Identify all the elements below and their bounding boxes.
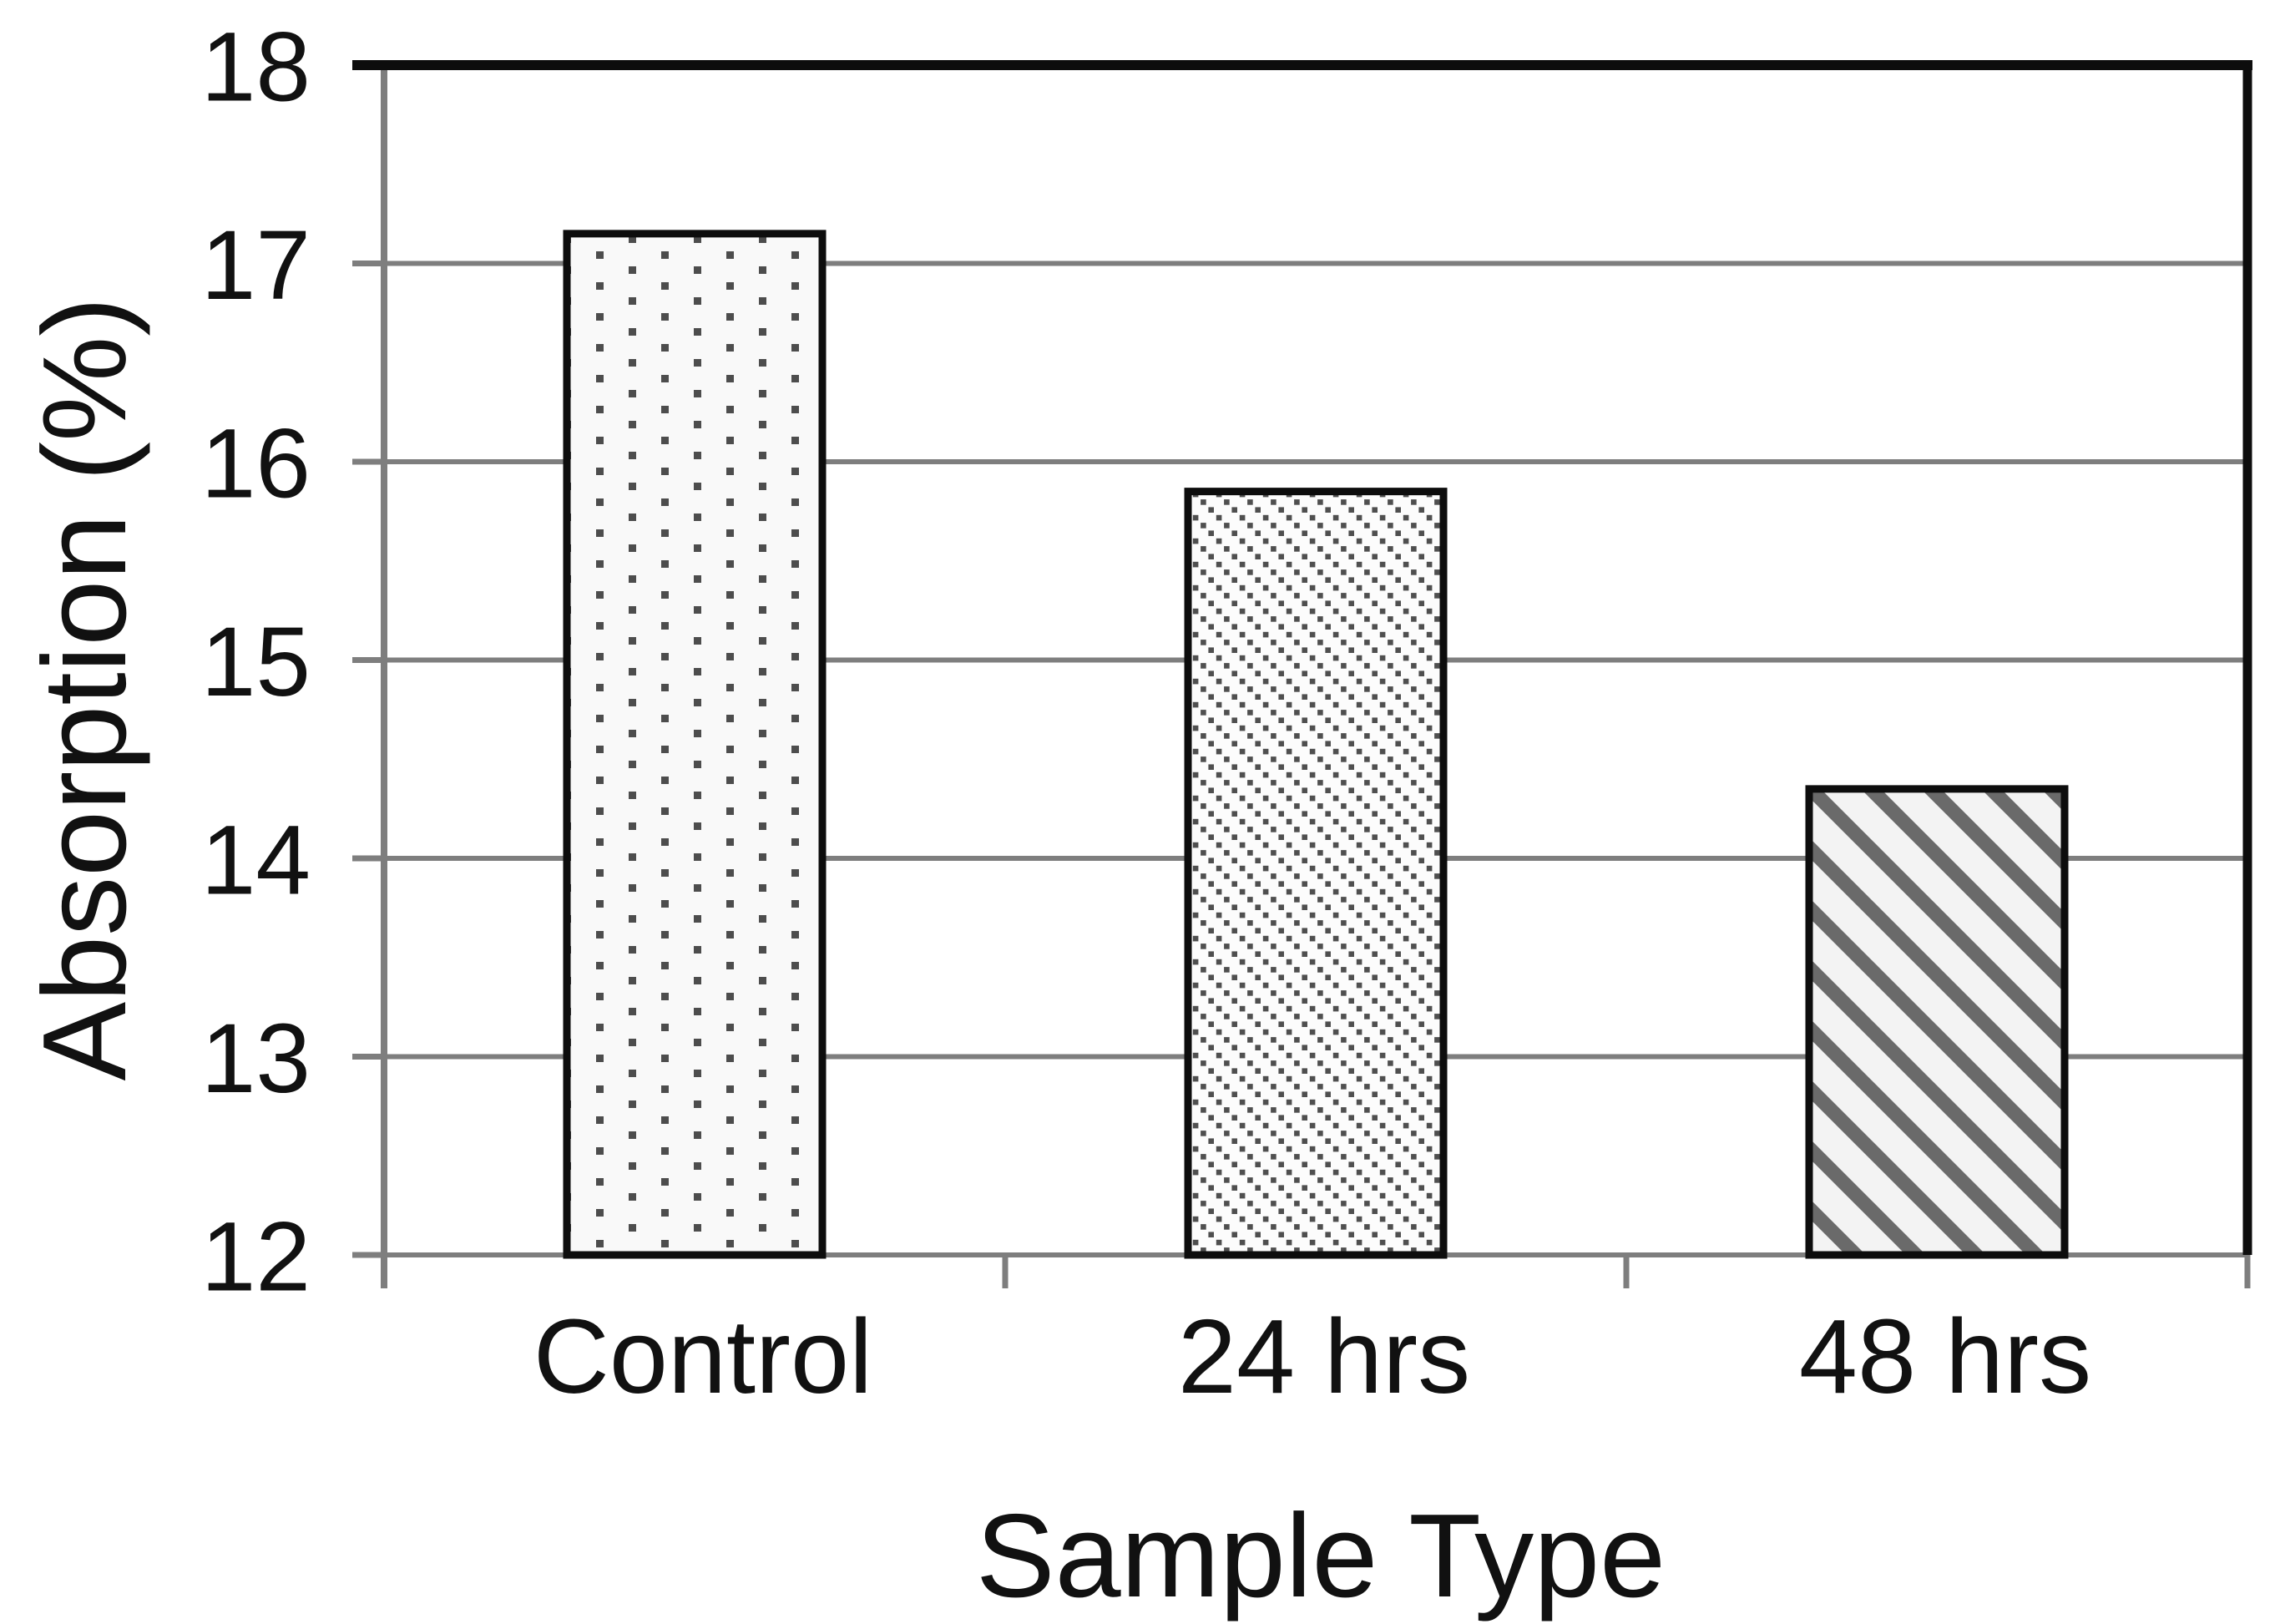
- y-tick-label: 16: [201, 408, 311, 519]
- x-axis-title: Sample Type: [976, 1490, 1666, 1622]
- x-tick-label: Control: [533, 1298, 872, 1415]
- bar-48-hrs: [1805, 785, 2069, 1259]
- y-tick-label: 17: [201, 210, 311, 321]
- y-tick-label: 13: [201, 1004, 311, 1114]
- y-tick-label: 18: [201, 12, 311, 122]
- bar-24-hrs: [1184, 488, 1448, 1259]
- axis-layer: [352, 60, 2252, 1288]
- y-tick-label: 15: [201, 607, 311, 717]
- bar-layer: [563, 230, 2069, 1259]
- y-axis-title: Absorption (%): [18, 296, 151, 1080]
- y-tick-label: 12: [201, 1202, 311, 1312]
- y-tick-label: 14: [201, 805, 311, 915]
- tick-label-layer: 12 13 14 15 16 17 18 Control 24 hrs 48 hrs: [201, 12, 2091, 1415]
- bar-control: [563, 230, 827, 1259]
- x-tick-label: 24 hrs: [1178, 1298, 1470, 1415]
- x-tick-label: 48 hrs: [1799, 1298, 2091, 1415]
